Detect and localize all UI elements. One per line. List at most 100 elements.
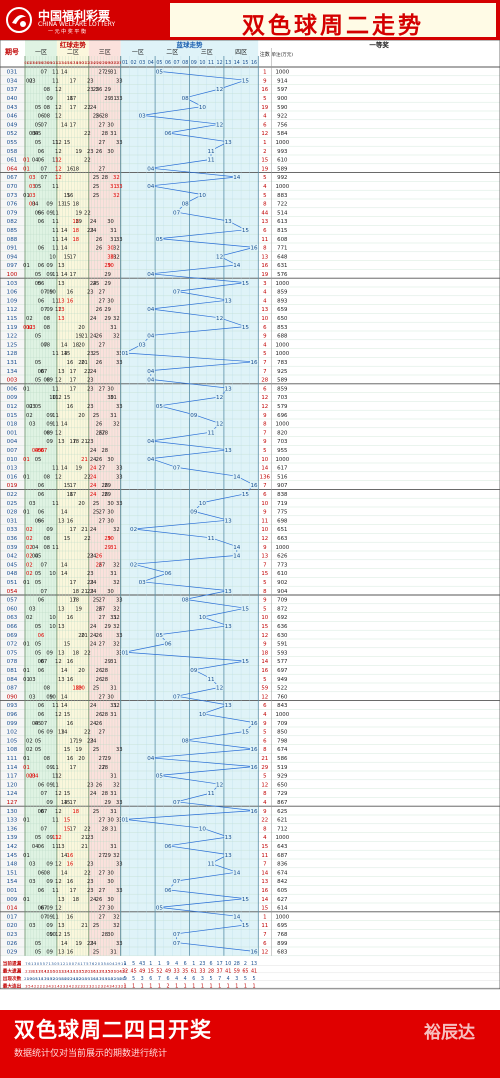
blue-ball-bg [146,164,155,172]
red-ball-number: 11 [52,466,59,472]
prize-amount: 853 [277,325,287,331]
blue-ball-bg [164,639,172,647]
red-zone3-bg [88,40,121,956]
prize-amount: 674 [277,870,288,876]
red-column-number: 18 [74,61,78,65]
blue-ball-number: 10 [199,193,207,199]
stats-red-value: 1 [60,962,62,966]
blue-ball-number: 12 [216,395,223,401]
red-ball-number: 24 [90,738,97,744]
red-ball-number: 33 [116,96,123,102]
red-ball-number: 01 [23,756,30,762]
blue-ball-number: 14 [233,263,241,269]
blue-ball-bg [198,824,207,832]
red-ball-number: 31 [110,413,117,419]
stats-blue-value: 1 [227,983,230,989]
red-ball-number: 21 [81,589,88,595]
red-ball-number: 04 [32,131,39,137]
red-ball-number: 32 [113,422,120,428]
stats-red-value: 13 [59,969,64,973]
red-ball-number: 06 [38,219,45,225]
prize-count: 8 [263,589,267,595]
red-ball-number: 16 [67,290,74,296]
stats-red-value: 6 [28,962,31,966]
red-ball-number: 21 [81,457,88,463]
issue-number: 006 [7,386,18,392]
stats-red-value: 3 [66,984,68,988]
prize-amount: 902 [277,580,287,586]
red-ball-number: 05 [35,721,42,727]
red-ball-number: 11 [52,158,59,164]
red-ball-number: 31 [110,571,117,577]
red-ball-number: 28 [101,483,108,489]
red-ball-number: 13 [58,202,65,208]
red-column-number: 21 [82,61,86,65]
red-ball-number: 33 [116,78,123,84]
red-ball-number: 01 [23,853,30,859]
prize-count: 8 [263,826,267,832]
stats-blue-value: 1 [184,983,187,989]
issue-number: 013 [7,466,18,472]
stats-red-value: 3 [34,962,36,966]
red-ball-number: 28 [101,131,108,137]
red-ball-number: 15 [64,712,71,718]
blue-ball-number: 06 [164,888,172,894]
blue-ball-bg [232,551,241,559]
red-zone1-header: 一区 [35,49,47,56]
stats-red-value: 11 [88,969,93,973]
red-ball-number: 23 [87,378,94,384]
red-ball-number: 11 [52,184,59,190]
red-ball-number: 09 [46,650,53,656]
red-ball-number: 11 [52,413,59,419]
prize-count: 12 [261,633,268,639]
red-ball-number: 12 [55,932,62,938]
blue-ball-bg [215,85,224,93]
red-ball-number: 09 [46,439,53,445]
blue-ball-number: 16 [250,950,258,956]
red-ball-number: 06 [38,263,45,269]
red-ball-number: 17 [70,598,77,604]
red-ball-number: 27 [99,818,106,824]
red-ball-number: 08 [43,686,50,692]
stats-red-value: 3 [118,984,120,988]
stats-red-value: 5 [104,962,106,966]
blue-ball-bg [215,780,224,788]
stats-blue-value: 17 [217,961,223,967]
red-column-number: 05 [36,61,40,65]
blue-ball-bg [224,587,233,595]
issue-number: 009 [7,897,18,903]
stats-red-value: 4 [31,984,34,988]
red-ball-number: 01 [23,166,30,172]
stats-blue-value: 1 [158,961,161,967]
red-ball-number: 07 [41,175,48,181]
red-ball-number: 25 [93,413,100,419]
red-zone1-bg [25,40,57,956]
red-ball-number: 14 [61,342,68,348]
red-ball-number: 26 [96,87,103,93]
prize-count: 1 [263,70,266,76]
red-ball-number: 15 [64,254,71,260]
blue-ball-number: 10 [199,712,207,718]
red-ball-number: 17 [70,96,77,102]
prize-count: 15 [261,158,268,164]
red-ball-number: 19 [75,219,82,225]
red-ball-number: 19 [75,466,82,472]
red-ball-number: 31 [110,254,117,260]
red-ball-number: 01 [23,642,30,648]
red-column-number: 24 [91,61,95,65]
red-ball-number: 10 [49,615,56,621]
red-ball-number: 25 [93,175,100,181]
blue-ball-number: 02 [130,562,137,568]
prize-amount: 836 [277,862,288,868]
prize-count: 6 [263,386,267,392]
red-ball-number: 09 [46,835,53,841]
prize-amount: 651 [277,527,287,533]
red-ball-number: 31 [110,809,117,815]
red-column-number: 04 [33,61,37,65]
red-ball-number: 23 [87,228,94,234]
red-ball-number: 23 [87,782,94,788]
prize-count: 13 [261,307,268,313]
blue-column-number: 13 [225,60,231,66]
prize-amount: 621 [277,818,287,824]
prize-count: 16 [261,888,268,894]
